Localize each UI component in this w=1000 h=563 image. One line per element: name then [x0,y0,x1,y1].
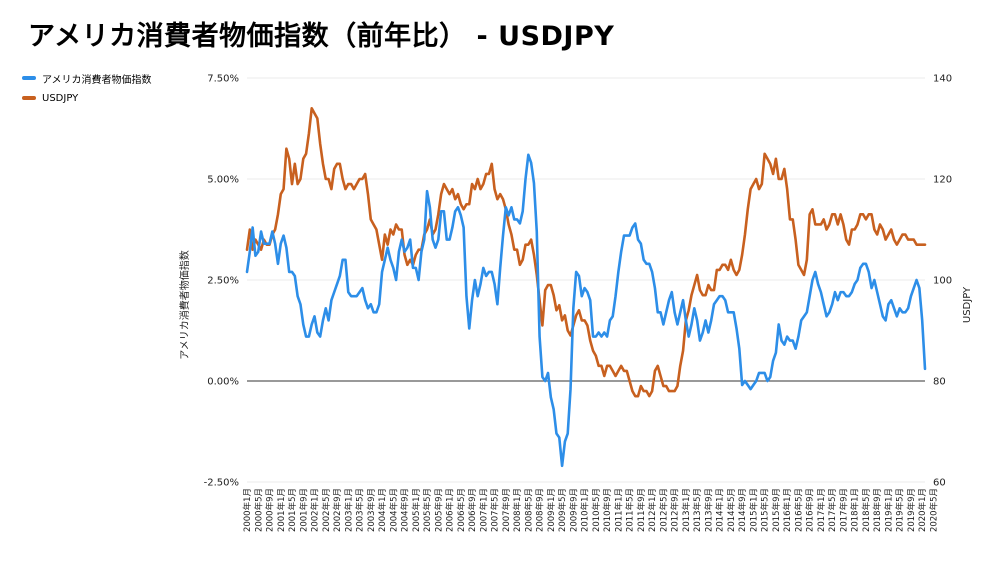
x-tick-label: 2000年1月 [242,488,253,532]
y-tick-left-label: 2.50% [207,276,239,287]
x-tick-label: 2002年9月 [332,488,343,532]
x-tick-label: 2002年1月 [310,488,321,532]
x-axis: 2000年1月 2000年5月 2000年9月 2001年1月 2001年5月 2001年… [242,488,939,532]
y-axis-right-title: USDJPY [962,286,973,323]
x-tick-label: 2004年9月 [400,488,411,532]
x-tick-label: 2017年1月 [816,488,827,532]
x-tick-label: 2014年9月 [737,488,748,532]
x-tick-label: 2006年5月 [456,488,467,532]
legend-item-cpi: アメリカ消費者物価指数 [22,68,152,88]
y-tick-left-label: 7.50% [207,74,239,85]
x-tick-label: 2015年5月 [760,488,771,532]
y-tick-right-label: 60 [933,478,946,489]
x-tick-label: 2014年5月 [726,488,737,532]
x-tick-label: 2018年1月 [850,488,861,532]
x-tick-label: 2007年5月 [490,488,501,532]
x-tick-label: 2014年1月 [715,488,726,532]
x-tick-label: 2015年9月 [771,488,782,532]
y-axis-right: 140 120 100 80 60 [933,74,952,489]
y-tick-left-label: 0.00% [207,377,239,388]
x-tick-label: 2019年1月 [883,488,894,532]
x-tick-label: 2013年5月 [692,488,703,532]
x-tick-label: 2007年1月 [478,488,489,532]
x-tick-label: 2017年5月 [827,488,838,532]
x-tick-label: 2012年5月 [658,488,669,532]
x-tick-label: 2005年1月 [411,488,422,532]
x-tick-label: 2020年5月 [928,488,939,532]
y-tick-right-label: 120 [933,175,952,186]
y-axis-left-title: アメリカ消費者物価指数 [178,250,191,360]
x-tick-label: 2011年5月 [625,488,636,532]
y-tick-right-label: 140 [933,74,952,85]
x-tick-label: 2011年1月 [613,488,624,532]
legend-label-usdjpy: USDJPY [42,92,79,104]
x-tick-label: 2001年5月 [287,488,298,532]
legend-swatch-cpi [22,76,36,80]
x-tick-label: 2006年1月 [445,488,456,532]
x-tick-label: 2015年1月 [748,488,759,532]
x-tick-label: 2010年9月 [602,488,613,532]
x-tick-label: 2018年9月 [872,488,883,532]
x-tick-label: 2008年1月 [512,488,523,532]
legend-item-usdjpy: USDJPY [22,88,152,108]
x-tick-label: 2000年9月 [265,488,276,532]
x-tick-label: 2005年9月 [433,488,444,532]
x-tick-label: 2003年5月 [355,488,366,532]
series-lines [245,107,927,468]
x-tick-label: 2001年1月 [276,488,287,532]
x-tick-label: 2011年9月 [636,488,647,532]
x-tick-label: 2016年5月 [793,488,804,532]
x-tick-label: 2008年9月 [535,488,546,532]
y-tick-right-label: 100 [933,276,952,287]
x-tick-label: 2013年1月 [681,488,692,532]
x-tick-label: 2016年9月 [805,488,816,532]
x-tick-label: 2003年1月 [343,488,354,532]
x-tick-label: 2008年5月 [523,488,534,532]
x-tick-label: 2000年5月 [253,488,264,532]
y-tick-left-label: 5.00% [207,175,239,186]
x-tick-label: 2012年9月 [670,488,681,532]
x-tick-label: 2012年1月 [647,488,658,532]
grid [247,77,925,483]
series-line-cpi [245,153,927,468]
y-axis-left: 7.50% 5.00% 2.50% 0.00% -2.50% [204,74,239,489]
x-tick-label: 2009年5月 [557,488,568,532]
x-tick-label: 2010年5月 [591,488,602,532]
series-line-usdjpy [245,107,927,398]
x-tick-label: 2004年1月 [377,488,388,532]
legend: アメリカ消費者物価指数 USDJPY [22,68,152,108]
x-tick-label: 2016年1月 [782,488,793,532]
legend-swatch-usdjpy [22,96,36,100]
x-tick-label: 2009年9月 [568,488,579,532]
x-tick-label: 2005年5月 [422,488,433,532]
legend-label-cpi: アメリカ消費者物価指数 [42,74,152,86]
x-tick-label: 2004年5月 [388,488,399,532]
chart-title: アメリカ消費者物価指数（前年比） - USDJPY [28,21,615,52]
x-tick-label: 2017年9月 [838,488,849,532]
x-tick-label: 2019年9月 [906,488,917,532]
y-tick-left-label: -2.50% [204,478,239,489]
x-tick-label: 2003年9月 [366,488,377,532]
x-tick-label: 2002年5月 [321,488,332,532]
x-tick-label: 2010年1月 [580,488,591,532]
x-tick-label: 2001年9月 [298,488,309,532]
x-tick-label: 2013年9月 [703,488,714,532]
x-tick-label: 2018年5月 [861,488,872,532]
x-tick-label: 2007年9月 [501,488,512,532]
x-tick-label: 2020年1月 [917,488,928,532]
x-tick-label: 2006年9月 [467,488,478,532]
x-tick-label: 2009年1月 [546,488,557,532]
y-tick-right-label: 80 [933,377,946,388]
x-tick-label: 2019年5月 [895,488,906,532]
